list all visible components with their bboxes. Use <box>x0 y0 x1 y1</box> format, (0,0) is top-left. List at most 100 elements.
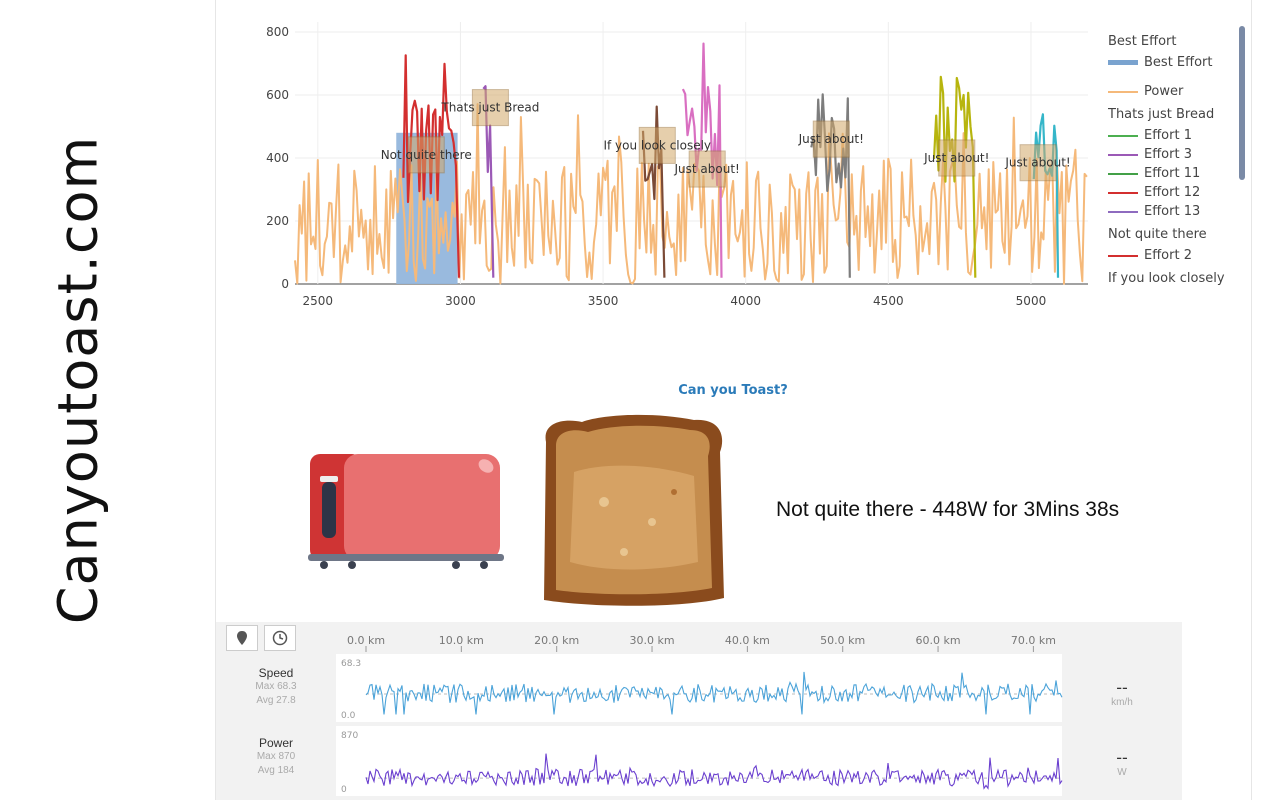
content-column <box>215 0 1252 800</box>
distance-tick-label: 60.0 km <box>916 634 961 647</box>
legend-swatch <box>1108 134 1138 137</box>
annotation-label: Not quite there <box>381 148 472 162</box>
power-name: Power <box>258 736 293 750</box>
legend-swatch <box>1108 90 1138 93</box>
legend-swatch <box>1108 153 1138 156</box>
legend-item[interactable]: Best Effort <box>1108 53 1238 72</box>
speed-max: Max 68.3 <box>255 681 297 692</box>
x-tick-label: 4000 <box>730 294 761 308</box>
scrollbar-thumb[interactable] <box>1239 26 1245 180</box>
power-max: Max 870 <box>256 751 296 762</box>
activity-analysis-panel: 0.0 km 10.0 km 20.0 km 30.0 km 40.0 km 50.0 k… <box>216 622 1182 800</box>
legend-label: Effort 1 <box>1144 128 1192 143</box>
toaster-illustration <box>308 454 504 569</box>
distance-axis: 0.0 km 10.0 km 20.0 km 30.0 km 40.0 km 50.0 k… <box>347 634 1056 652</box>
annotation-label: Just about! <box>923 151 989 165</box>
chart-legend[interactable]: Best Effort Best Effort Power Thats just Br… <box>1108 28 1238 294</box>
effort-line <box>681 42 723 278</box>
y-tick-label: 200 <box>266 214 289 228</box>
legend-label: Effort 11 <box>1144 166 1201 181</box>
toast-verdict: Not quite there - 448W for 3Mins 38s <box>776 498 1120 521</box>
y-tick-label: 800 <box>266 25 289 39</box>
toast-marker <box>688 150 726 188</box>
activity-graphs[interactable]: 0.0 km 10.0 km 20.0 km 30.0 km 40.0 km 50.0 k… <box>216 622 1182 800</box>
power-unit: W <box>1117 767 1127 778</box>
toast-marker <box>938 139 976 177</box>
legend-group-title[interactable]: Not quite there <box>1108 227 1207 242</box>
map-pin-icon <box>237 631 247 645</box>
x-tick-label: 2500 <box>303 294 334 308</box>
legend-item[interactable]: Effort 13 <box>1108 202 1238 221</box>
annotation-label: If you look closely <box>603 138 711 152</box>
chart-annotations: Not quite there Thats just Bread If you lo… <box>381 89 1071 188</box>
annotation-label: Just about! <box>1004 156 1070 170</box>
distance-tick-label: 30.0 km <box>629 634 674 647</box>
chart-axes: 0 200 400 600 800 2500 3000 3500 4000 4500 5000 <box>266 25 1046 308</box>
graph-max-label: 68.3 <box>341 659 361 669</box>
legend-label: Power <box>1144 84 1184 99</box>
legend-group-title[interactable]: If you look closely <box>1108 271 1225 286</box>
legend-swatch <box>1108 254 1138 257</box>
legend-item[interactable]: Effort 11 <box>1108 164 1238 183</box>
distance-tick-label: 0.0 km <box>347 634 385 647</box>
legend-label: Best Effort <box>1144 55 1213 70</box>
toast-marker <box>407 136 445 174</box>
map-pin-button[interactable] <box>226 625 258 651</box>
graph-min-label: 0 <box>341 785 347 795</box>
effort-line <box>932 75 977 278</box>
effort-line <box>402 54 461 278</box>
graph-max-label: 870 <box>341 731 358 741</box>
legend-swatch <box>1108 210 1138 213</box>
legend-item[interactable]: Effort 12 <box>1108 183 1238 202</box>
legend-label: Effort 2 <box>1144 248 1192 263</box>
power-label: Power Max 870 Avg 184 <box>216 736 336 778</box>
legend-label: Effort 3 <box>1144 147 1192 162</box>
graph-background <box>336 726 1062 796</box>
legend-swatch <box>1108 60 1138 65</box>
y-tick-label: 400 <box>266 151 289 165</box>
speed-name: Speed <box>258 666 294 680</box>
power-chart[interactable]: Not quite there Thats just Bread If you lo… <box>0 0 1280 330</box>
y-tick-label: 0 <box>281 277 289 291</box>
speed-label: Speed Max 68.3 Avg 27.8 <box>216 666 336 708</box>
toast-marker <box>471 89 509 127</box>
distance-tick-label: 20.0 km <box>534 634 579 647</box>
x-tick-label: 3000 <box>445 294 476 308</box>
legend-group-title[interactable]: Best Effort <box>1108 34 1177 49</box>
distance-tick-label: 70.0 km <box>1011 634 1056 647</box>
toast-section-title: Can you Toast? <box>678 383 788 398</box>
effort-line <box>482 85 495 278</box>
power-graph: 870 0 <box>336 726 1063 796</box>
toast-marker <box>638 126 676 164</box>
legend-item[interactable]: Effort 2 <box>1108 246 1238 265</box>
x-tick-label: 5000 <box>1016 294 1047 308</box>
legend-item[interactable]: Effort 3 <box>1108 145 1238 164</box>
annotation-label: Just about! <box>798 132 864 146</box>
distance-tick-label: 10.0 km <box>439 634 484 647</box>
legend-label: Effort 12 <box>1144 185 1201 200</box>
x-tick-label: 3500 <box>588 294 619 308</box>
annotation-label: Thats just Bread <box>440 101 539 115</box>
legend-swatch <box>1108 191 1138 194</box>
speed-value: -- <box>1116 678 1128 697</box>
speed-graph: 68.3 0.0 <box>336 654 1063 722</box>
time-toggle-button[interactable] <box>264 625 296 651</box>
toast-marker <box>1019 144 1057 182</box>
y-tick-label: 600 <box>266 88 289 102</box>
x-tick-label: 4500 <box>873 294 904 308</box>
power-avg: Avg 184 <box>257 765 295 776</box>
distance-tick-label: 40.0 km <box>725 634 770 647</box>
legend-item[interactable]: Effort 1 <box>1108 126 1238 145</box>
legend-item[interactable]: Power <box>1108 82 1238 101</box>
speed-avg: Avg 27.8 <box>256 695 296 706</box>
legend-swatch <box>1108 172 1138 175</box>
speed-unit: km/h <box>1111 697 1133 708</box>
power-readout: -- W <box>1062 748 1182 778</box>
speed-readout: -- km/h <box>1062 678 1182 708</box>
graph-line <box>365 753 1063 790</box>
toast-slice-image <box>544 414 724 606</box>
power-value: -- <box>1116 748 1128 767</box>
legend-group-title[interactable]: Thats just Bread <box>1108 107 1215 122</box>
clock-icon <box>272 630 288 646</box>
legend-label: Effort 13 <box>1144 204 1201 219</box>
